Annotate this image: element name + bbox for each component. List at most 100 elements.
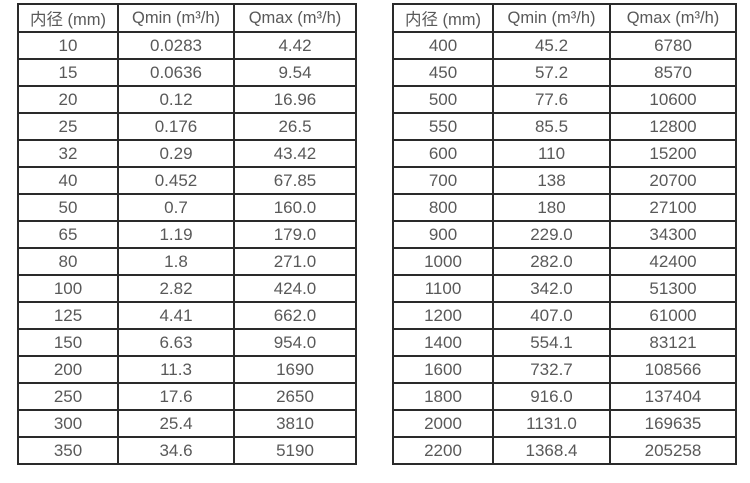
- table-cell: 1400: [392, 328, 494, 357]
- table-row: 2200 1368.4 205258: [392, 436, 737, 465]
- table-cell: 400: [392, 31, 494, 60]
- table-cell: 271.0: [233, 247, 357, 276]
- table-cell: 26.5: [233, 112, 357, 141]
- table-cell: 10600: [609, 85, 737, 114]
- table-cell: 0.7: [117, 193, 235, 222]
- table-cell: 20700: [609, 166, 737, 195]
- table-cell: 15: [17, 58, 119, 87]
- table-row: 125 4.41 662.0: [17, 301, 357, 330]
- flow-spec-table-small-diameters: 内径 (mm) Qmin (m³/h) Qmax (m³/h) 10 0.0283 4.4…: [17, 3, 357, 465]
- table-row: 400 45.2 6780: [392, 31, 737, 60]
- table-cell: 600: [392, 139, 494, 168]
- table-cell: 27100: [609, 193, 737, 222]
- table-cell: 4.41: [117, 301, 235, 330]
- table-cell: 1600: [392, 355, 494, 384]
- column-header: Qmin (m³/h): [117, 3, 235, 33]
- table-cell: 15200: [609, 139, 737, 168]
- flow-spec-table-large-diameters: 内径 (mm) Qmin (m³/h) Qmax (m³/h) 400 45.2 6780…: [392, 3, 737, 465]
- column-header: 内径 (mm): [17, 3, 119, 33]
- table-cell: 500: [392, 85, 494, 114]
- table-cell: 179.0: [233, 220, 357, 249]
- table-cell: 250: [17, 382, 119, 411]
- table-cell: 11.3: [117, 355, 235, 384]
- table-row: 500 77.6 10600: [392, 85, 737, 114]
- table-cell: 1800: [392, 382, 494, 411]
- table-cell: 137404: [609, 382, 737, 411]
- table-row: 450 57.2 8570: [392, 58, 737, 87]
- table-row: 25 0.176 26.5: [17, 112, 357, 141]
- table-row: 350 34.6 5190: [17, 436, 357, 465]
- table-cell: 1100: [392, 274, 494, 303]
- table-cell: 32: [17, 139, 119, 168]
- table-cell: 25.4: [117, 409, 235, 438]
- table-cell: 34300: [609, 220, 737, 249]
- table-cell: 43.42: [233, 139, 357, 168]
- table-cell: 800: [392, 193, 494, 222]
- table-row: 10 0.0283 4.42: [17, 31, 357, 60]
- flow-spec-page: 内径 (mm) Qmin (m³/h) Qmax (m³/h) 10 0.0283 4.4…: [17, 3, 737, 465]
- table-row: 550 85.5 12800: [392, 112, 737, 141]
- table-cell: 0.176: [117, 112, 235, 141]
- table-cell: 0.452: [117, 166, 235, 195]
- table-cell: 8570: [609, 58, 737, 87]
- table-cell: 2200: [392, 436, 494, 465]
- table-row: 15 0.0636 9.54: [17, 58, 357, 87]
- table-row: 1100 342.0 51300: [392, 274, 737, 303]
- table-cell: 2650: [233, 382, 357, 411]
- table-cell: 61000: [609, 301, 737, 330]
- table-cell: 150: [17, 328, 119, 357]
- table-cell: 169635: [609, 409, 737, 438]
- table-cell: 300: [17, 409, 119, 438]
- table-cell: 954.0: [233, 328, 357, 357]
- table-row: 50 0.7 160.0: [17, 193, 357, 222]
- table-cell: 20: [17, 85, 119, 114]
- column-header: Qmin (m³/h): [492, 3, 611, 33]
- table-cell: 0.0636: [117, 58, 235, 87]
- table-cell: 407.0: [492, 301, 611, 330]
- table-cell: 554.1: [492, 328, 611, 357]
- table-cell: 67.85: [233, 166, 357, 195]
- table-cell: 916.0: [492, 382, 611, 411]
- table-cell: 0.0283: [117, 31, 235, 60]
- table-cell: 138: [492, 166, 611, 195]
- table-cell: 229.0: [492, 220, 611, 249]
- table-cell: 2.82: [117, 274, 235, 303]
- table-cell: 125: [17, 301, 119, 330]
- table-row: 1000 282.0 42400: [392, 247, 737, 276]
- table-row: 1400 554.1 83121: [392, 328, 737, 357]
- table-row: 200 11.3 1690: [17, 355, 357, 384]
- table-row: 1600 732.7 108566: [392, 355, 737, 384]
- table-cell: 350: [17, 436, 119, 465]
- table-cell: 110: [492, 139, 611, 168]
- table-cell: 65: [17, 220, 119, 249]
- table-row: 600 110 15200: [392, 139, 737, 168]
- table-row: 900 229.0 34300: [392, 220, 737, 249]
- table-row: 300 25.4 3810: [17, 409, 357, 438]
- column-header: Qmax (m³/h): [609, 3, 737, 33]
- table-cell: 40: [17, 166, 119, 195]
- table-cell: 0.29: [117, 139, 235, 168]
- table-cell: 85.5: [492, 112, 611, 141]
- table-row: 100 2.82 424.0: [17, 274, 357, 303]
- table-cell: 205258: [609, 436, 737, 465]
- table-cell: 45.2: [492, 31, 611, 60]
- table-cell: 10: [17, 31, 119, 60]
- table-cell: 77.6: [492, 85, 611, 114]
- table-cell: 1690: [233, 355, 357, 384]
- table-cell: 900: [392, 220, 494, 249]
- table-cell: 282.0: [492, 247, 611, 276]
- table-cell: 180: [492, 193, 611, 222]
- table-cell: 17.6: [117, 382, 235, 411]
- table-row: 800 180 27100: [392, 193, 737, 222]
- table-cell: 42400: [609, 247, 737, 276]
- table-cell: 160.0: [233, 193, 357, 222]
- table-row: 1800 916.0 137404: [392, 382, 737, 411]
- column-header: Qmax (m³/h): [233, 3, 357, 33]
- table-cell: 6.63: [117, 328, 235, 357]
- table-row: 80 1.8 271.0: [17, 247, 357, 276]
- table-row: 2000 1131.0 169635: [392, 409, 737, 438]
- table-cell: 1200: [392, 301, 494, 330]
- table-cell: 25: [17, 112, 119, 141]
- table-cell: 662.0: [233, 301, 357, 330]
- table-cell: 4.42: [233, 31, 357, 60]
